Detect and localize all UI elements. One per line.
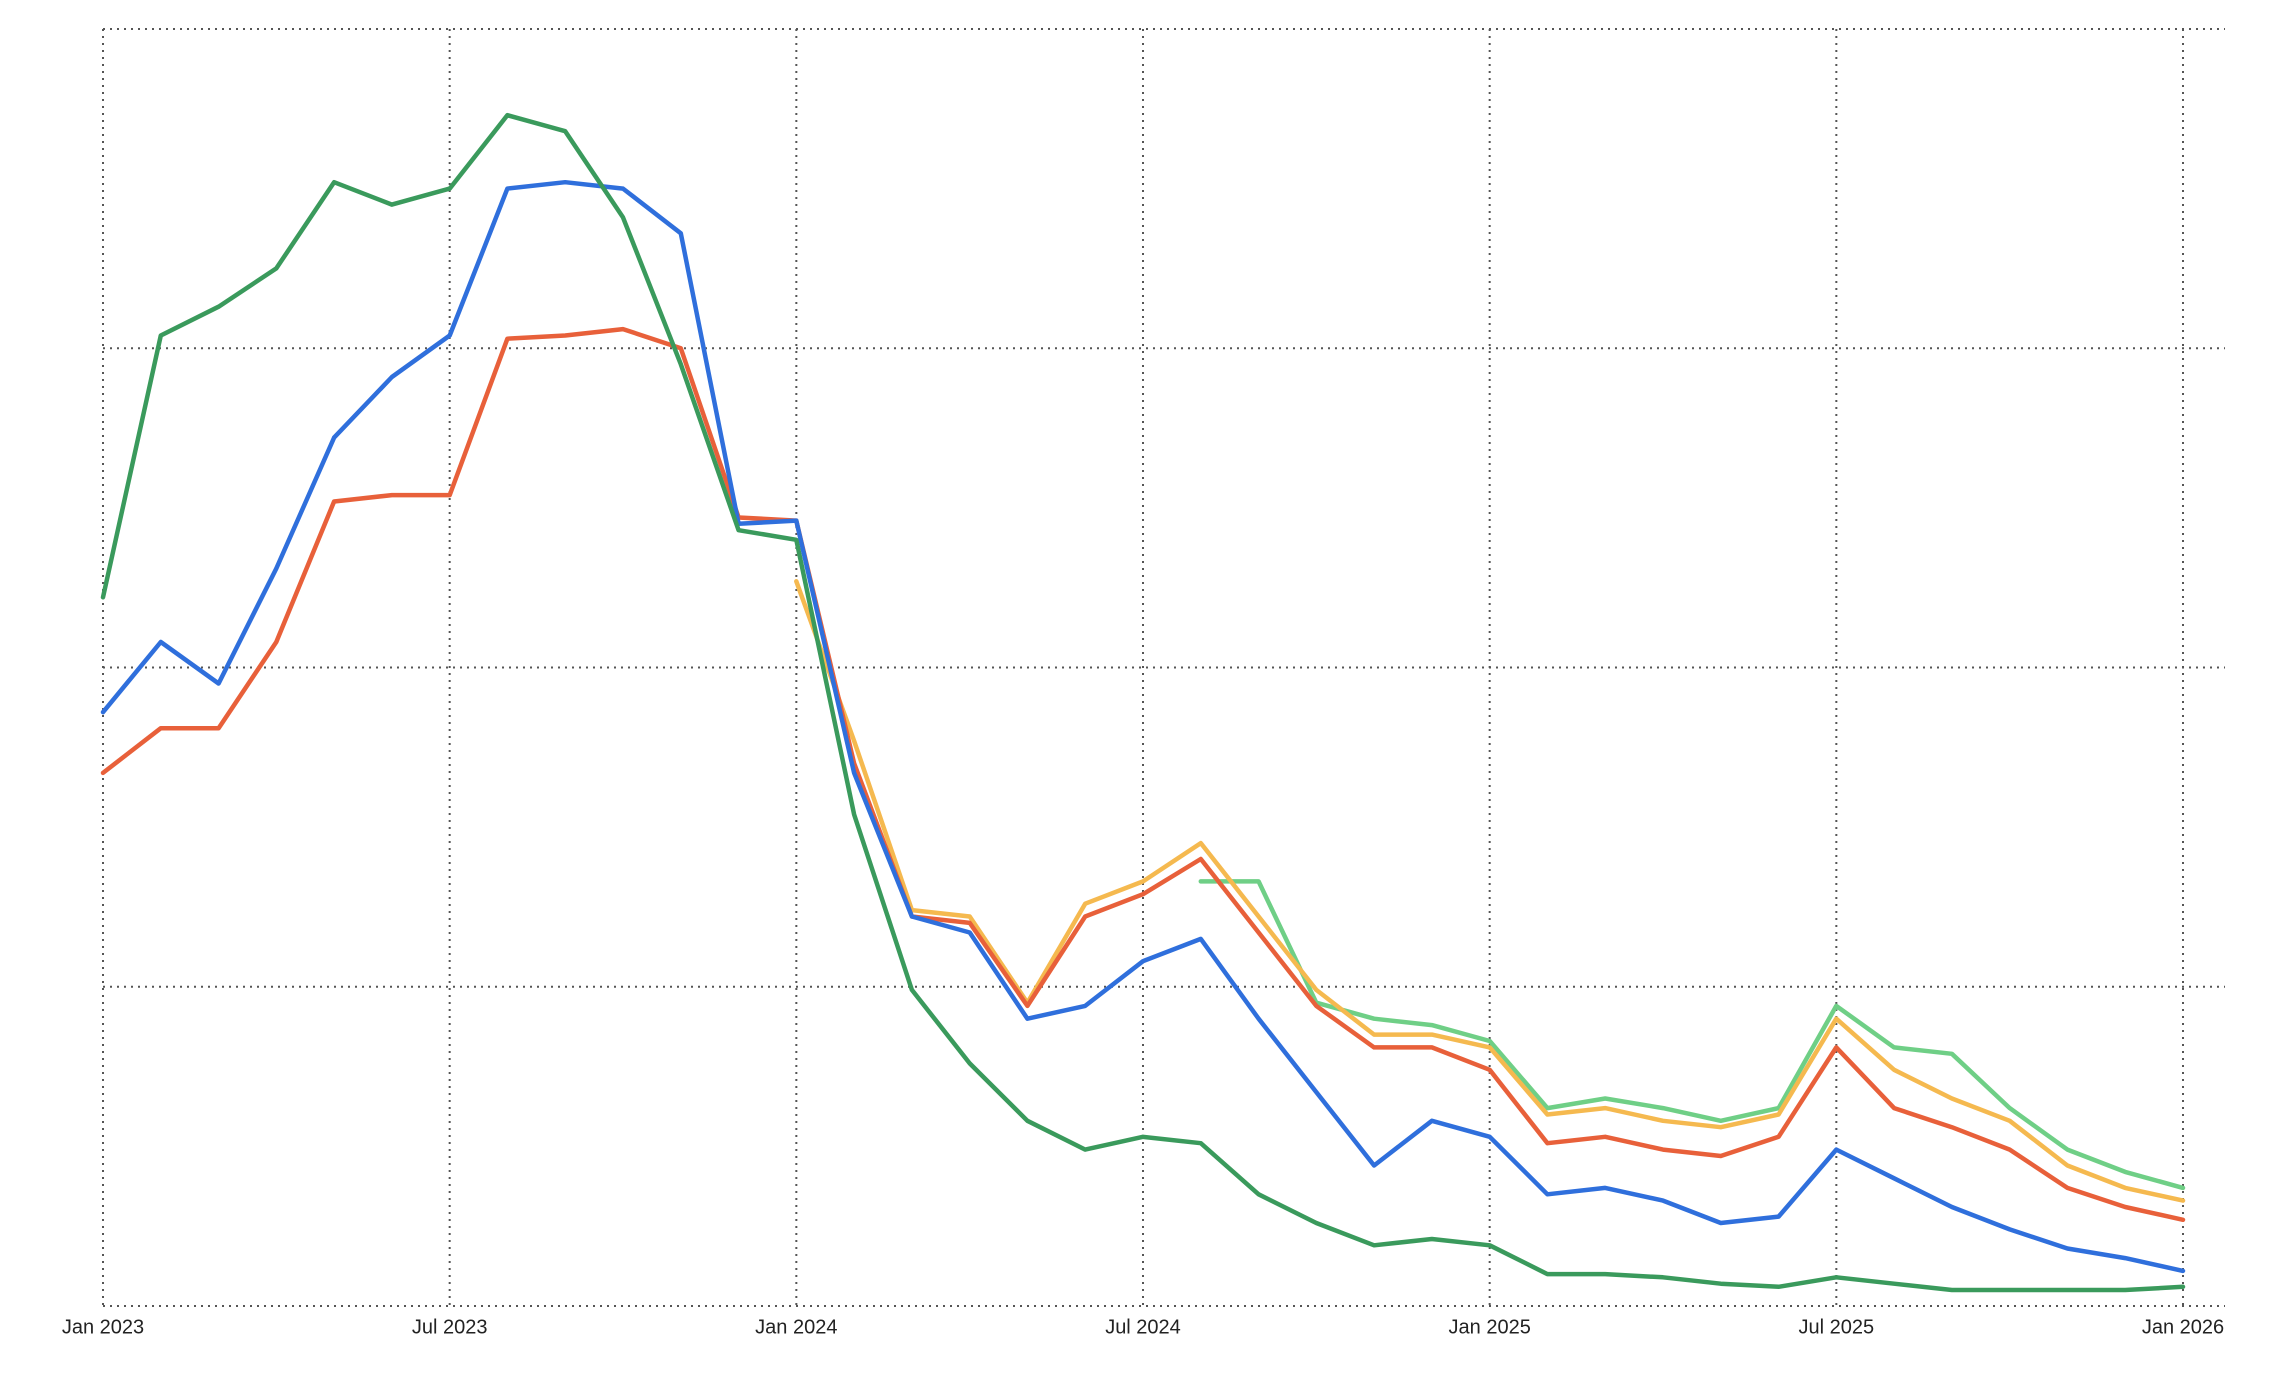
series-line: [100, 179, 2186, 1274]
x-tick-label: Jul 2023: [412, 1316, 488, 1338]
series-line: [100, 112, 2186, 1293]
x-tick-label: Jul 2025: [1799, 1316, 1875, 1338]
x-tick-label: Jan 2023: [62, 1316, 144, 1338]
x-tick-label: Jan 2025: [1449, 1316, 1531, 1338]
series-line: [100, 326, 2186, 1223]
x-tick-label: Jul 2024: [1105, 1316, 1181, 1338]
series-line: [1198, 879, 2186, 1191]
x-tick-label: Jan 2024: [755, 1316, 837, 1338]
x-tick-label: Jan 2026: [2142, 1316, 2224, 1338]
